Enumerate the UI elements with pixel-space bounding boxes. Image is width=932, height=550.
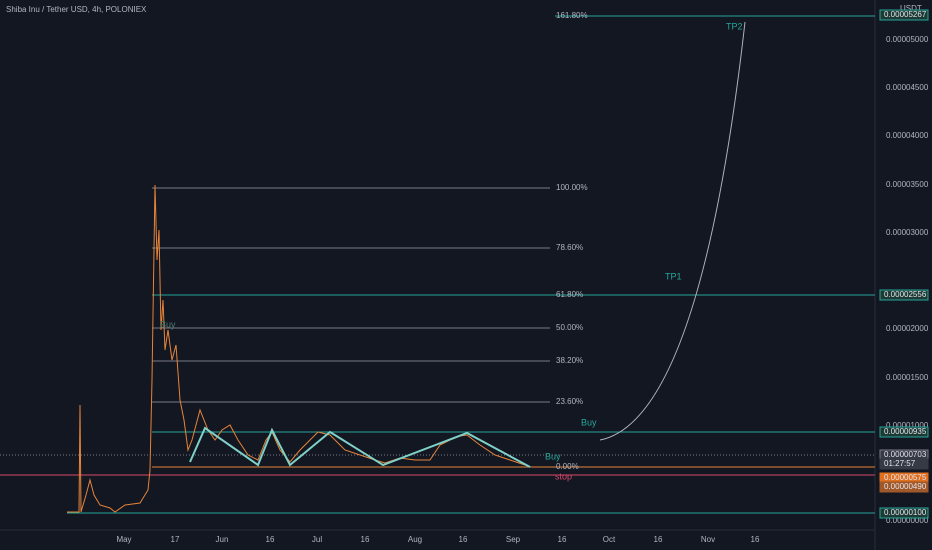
time-label: Jun xyxy=(216,535,229,544)
time-label: 16 xyxy=(558,535,567,544)
price-badge xyxy=(879,289,929,301)
price-badge xyxy=(879,507,929,519)
time-label: Oct xyxy=(603,535,616,544)
time-label: Sep xyxy=(506,535,521,544)
fib-label: 161.80% xyxy=(556,11,588,20)
price-badge-label: 0.00000490 xyxy=(884,482,927,491)
price-label: 0.00000000 xyxy=(886,516,929,525)
price-label: 0.00001500 xyxy=(886,373,929,382)
price-label: 0.00001000 xyxy=(886,421,929,430)
projection-curve xyxy=(599,21,746,441)
price-badge xyxy=(879,9,929,21)
price-badge xyxy=(879,458,929,470)
price-label: 0.00004000 xyxy=(886,131,929,140)
time-label: 17 xyxy=(171,535,180,544)
annotation: Buy xyxy=(160,319,176,329)
fib-label: 50.00% xyxy=(556,323,583,332)
price-label: 0.00003000 xyxy=(886,228,929,237)
price-badge-label: 0.00000575 xyxy=(884,473,927,482)
price-badge xyxy=(879,426,929,438)
time-label: May xyxy=(116,535,131,544)
time-label: Nov xyxy=(701,535,715,544)
price-badge-label: 01:27:57 xyxy=(884,459,916,468)
price-badge-label: 0.00002556 xyxy=(884,290,927,299)
annotation: stop xyxy=(555,471,572,481)
chart-title: Shiba Inu / Tether USD, 4h, POLONIEX xyxy=(6,5,147,14)
price-badge-label: 0.00000703 xyxy=(884,450,927,459)
axis-unit: USDT xyxy=(900,4,922,13)
fib-label: 0.00% xyxy=(556,462,579,471)
fib-label: 100.00% xyxy=(556,183,588,192)
price-label: 0.00002000 xyxy=(886,324,929,333)
time-label: 16 xyxy=(654,535,663,544)
price-badge-label: 0.00000935 xyxy=(884,427,927,436)
price-label: 0.00003500 xyxy=(886,180,929,189)
fib-label: 23.60% xyxy=(556,397,583,406)
annotation: Buy xyxy=(545,451,561,461)
price-badge-label: 0.00000100 xyxy=(884,508,927,517)
fib-label: 38.20% xyxy=(556,356,583,365)
price-badge-label: 0.00005267 xyxy=(884,10,927,19)
price-label: 0.00005000 xyxy=(886,35,929,44)
price-badge xyxy=(879,481,929,493)
time-label: 16 xyxy=(751,535,760,544)
time-label: Jul xyxy=(312,535,322,544)
time-label: 16 xyxy=(459,535,468,544)
price-label: 0.00004500 xyxy=(886,83,929,92)
annotation: TP1 xyxy=(665,271,682,281)
pattern-zigzag xyxy=(189,426,531,468)
time-label: Aug xyxy=(408,535,422,544)
fib-label: 78.60% xyxy=(556,243,583,252)
time-label: 16 xyxy=(266,535,275,544)
annotation: TP2 xyxy=(726,21,743,31)
annotation: Buy xyxy=(581,417,597,427)
fib-label: 61.80% xyxy=(556,290,583,299)
time-label: 16 xyxy=(361,535,370,544)
